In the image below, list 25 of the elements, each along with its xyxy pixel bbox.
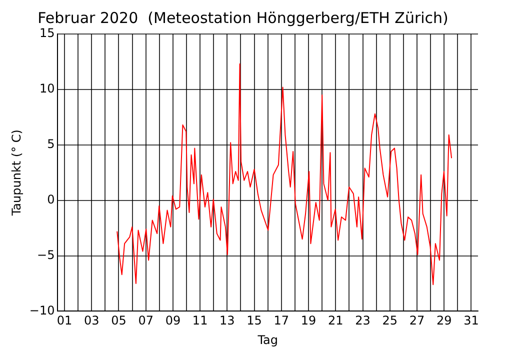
x-tick-label: 23 <box>355 314 370 328</box>
x-tick-label: 15 <box>246 314 262 328</box>
y-axis-title: Taupunkt (° C) <box>9 130 24 217</box>
x-tick-label: 25 <box>382 314 398 328</box>
y-tick-label: −5 <box>37 248 55 262</box>
x-axis-title: Tag <box>256 332 278 347</box>
chart-title: Februar 2020 (Meteostation Hönggerberg/ETH Zürich) <box>38 8 448 27</box>
y-tick-label: 10 <box>39 82 55 96</box>
x-tick-label: 05 <box>111 314 126 328</box>
y-tick-label: 5 <box>47 137 55 152</box>
x-tick-label: 03 <box>84 314 100 328</box>
x-tick-label: 27 <box>409 314 425 328</box>
x-tick-label: 11 <box>192 314 208 328</box>
x-tick-label: 21 <box>328 314 344 328</box>
x-tick-label: 09 <box>165 314 181 328</box>
y-tick-label: 15 <box>39 26 55 40</box>
y-tick-label: 0 <box>47 192 55 206</box>
x-tick-label: 17 <box>274 314 290 328</box>
y-tick-label: −10 <box>29 303 55 318</box>
x-tick-label: 07 <box>138 314 154 328</box>
x-tick-label: 29 <box>436 314 452 328</box>
x-tick-label: 19 <box>300 314 316 328</box>
x-tick-label: 31 <box>464 314 479 328</box>
x-tick-label: 01 <box>56 314 72 328</box>
x-tick-label: 13 <box>220 314 235 328</box>
